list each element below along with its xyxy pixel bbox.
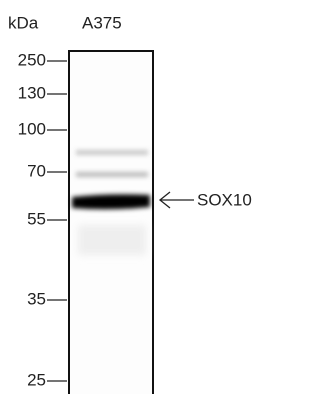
protein-label: SOX10 — [197, 190, 252, 209]
arrow — [160, 192, 194, 208]
smear — [78, 225, 146, 255]
lane — [69, 51, 153, 394]
main-band — [72, 194, 150, 209]
marker-label: 70 — [27, 161, 46, 180]
faint-band — [76, 172, 148, 177]
lane-label: A375 — [82, 13, 122, 32]
marker-label: 25 — [27, 370, 46, 389]
page: {"header": {"unit": "kDa", "lane": "A375… — [0, 0, 254, 394]
marker-label: 55 — [27, 209, 46, 228]
western-blot: kDa A375 SOX10 250 130 100 70 55 35 25 — [0, 0, 254, 394]
unit-label: kDa — [8, 13, 39, 32]
marker-label: 35 — [27, 289, 46, 308]
marker-label: 130 — [18, 83, 46, 102]
marker-label: 100 — [18, 119, 46, 138]
faint-band — [76, 150, 148, 155]
marker-label: 250 — [18, 50, 46, 69]
